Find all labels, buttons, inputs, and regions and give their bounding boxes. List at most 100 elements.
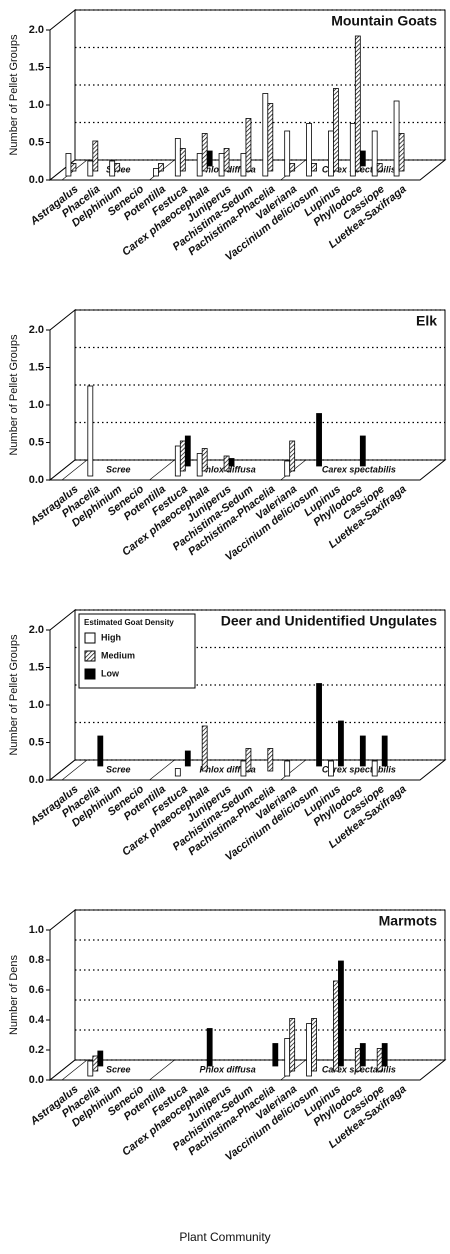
bar (87, 385, 94, 477)
bar (245, 118, 252, 172)
community-label: Scree (106, 764, 131, 774)
bar (201, 133, 208, 172)
bar (196, 153, 203, 177)
bar (359, 735, 366, 767)
side-wall (49, 908, 76, 1082)
y-axis-label: Number of Pellet Groups (8, 334, 20, 456)
bar (398, 133, 405, 172)
community-label: Phlox diffusa (199, 1064, 255, 1074)
y-tick-label: 0.0 (29, 1074, 44, 1086)
bar (153, 168, 159, 177)
bar (359, 150, 366, 167)
y-tick-label: 0.0 (29, 474, 44, 486)
y-tick-label: 1.0 (29, 924, 44, 936)
bar (267, 748, 274, 772)
legend-box (78, 613, 196, 689)
bar (70, 163, 77, 172)
bar (381, 1043, 388, 1067)
community-divider (149, 759, 175, 781)
x-axis-label: Plant Community (179, 1230, 270, 1244)
bar (338, 720, 344, 767)
bar (371, 130, 378, 177)
community-label: Carex spectabilis (322, 464, 396, 474)
community-divider (61, 1059, 88, 1081)
bar (311, 163, 317, 172)
bar (316, 683, 322, 767)
legend-swatch (84, 632, 96, 644)
bar (97, 735, 104, 767)
community-divider (149, 459, 175, 481)
bar (393, 100, 400, 177)
y-tick-label: 2.0 (29, 324, 44, 336)
y-axis-label: Number of Pellet Groups (8, 34, 20, 156)
bar (196, 453, 203, 477)
community-divider (149, 1059, 175, 1081)
bar (65, 153, 72, 177)
legend-title: Estimated Goat Density (84, 618, 174, 627)
y-tick-label: 1.5 (29, 361, 44, 373)
bar (289, 440, 296, 472)
side-wall (49, 308, 76, 482)
bar (218, 153, 225, 177)
bar (174, 138, 181, 177)
y-axis-label: Number of Dens (8, 954, 20, 1035)
bar (289, 1018, 296, 1072)
bar (359, 1043, 366, 1067)
bar (284, 460, 291, 477)
legend-label: Medium (101, 650, 135, 660)
bar (338, 960, 344, 1067)
bar (354, 1048, 361, 1072)
bar (376, 163, 383, 172)
legend-label: Low (101, 668, 120, 678)
bar (284, 130, 291, 177)
community-label: Scree (106, 464, 131, 474)
bar (174, 768, 181, 777)
community-divider (280, 759, 306, 781)
bar (284, 1038, 291, 1077)
bar (179, 440, 186, 472)
y-tick-label: 2.0 (29, 624, 44, 636)
bar (349, 123, 356, 177)
bar (109, 160, 116, 177)
y-tick-label: 1.5 (29, 61, 44, 73)
bar (240, 760, 247, 777)
y-tick-label: 0.2 (29, 1044, 44, 1056)
y-axis-label: Number of Pellet Groups (8, 634, 20, 756)
bar (174, 445, 181, 477)
y-tick-label: 0.4 (29, 1014, 45, 1026)
community-divider (61, 459, 88, 481)
bar (201, 725, 208, 772)
bar (240, 153, 247, 177)
y-tick-label: 0.0 (29, 774, 44, 786)
bar (223, 148, 230, 172)
bar (201, 448, 208, 472)
bar (262, 93, 269, 177)
bar (179, 148, 186, 172)
chart-title: Elk (416, 313, 437, 329)
bar (228, 458, 235, 467)
y-tick-label: 0.0 (29, 174, 44, 186)
bar (158, 163, 164, 172)
y-tick-label: 0.5 (29, 136, 44, 148)
y-tick-label: 0.5 (29, 736, 44, 748)
bar (114, 163, 121, 172)
bar (359, 435, 366, 467)
bar (354, 35, 361, 172)
bar (306, 123, 312, 177)
bar (97, 1050, 104, 1067)
community-divider (61, 759, 88, 781)
bar (92, 1055, 99, 1072)
bar (371, 760, 378, 777)
bar (223, 455, 230, 472)
legend-label: High (101, 632, 121, 642)
bar (311, 1018, 317, 1072)
side-wall (49, 608, 76, 782)
chart-title: Mountain Goats (331, 13, 437, 29)
y-tick-label: 0.6 (29, 984, 44, 996)
bar (267, 103, 274, 172)
y-tick-label: 1.0 (29, 99, 44, 111)
bar (316, 413, 322, 467)
y-tick-label: 0.8 (29, 954, 44, 966)
bar (381, 735, 388, 767)
